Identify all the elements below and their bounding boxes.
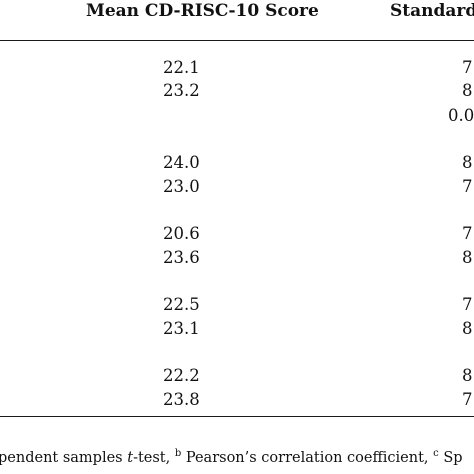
table-cell-mean: 23.2 [163,81,200,100]
table-footnote: pendent samples t-test, b Pearson’s corr… [0,448,463,468]
table-cell-mean: 23.6 [163,248,200,267]
table-cell-sd: 8 [462,81,473,100]
table-cell-sd: 7 [462,295,473,314]
column-header-mean-score: Mean CD-RISC-10 Score [86,1,319,21]
footnote-text: Pearson’s correlation coefficient, [181,450,434,466]
table-cell-sd: 8 [462,153,473,172]
footnote-text: Sp [438,450,463,466]
table-cell-mean: 23.1 [163,319,200,338]
table-cell-sd: 8 [462,319,473,338]
table-cell-sd: 8 [462,366,473,385]
table-cell-mean: 22.2 [163,366,200,385]
footnote-marker-c: c [433,448,439,459]
table-cell-sd: 8 [462,248,473,267]
column-header-standard-deviation: Standard [390,1,474,21]
footnote-marker-b: b [174,448,182,459]
footnote-text: -test, [133,450,175,466]
table-cell-mean: 20.6 [163,224,200,243]
footnote-text: pendent samples [0,450,128,466]
table-cell-sd: 7 [462,177,473,196]
table-cell-sd: 7 [462,224,473,243]
table-cell-sd: 7 [462,58,473,77]
table-cell-mean: 22.5 [163,295,200,314]
table-cell-p-value: 0.0 [448,106,474,125]
table-cell-sd: 7 [462,390,473,409]
table-bottom-rule [0,416,474,417]
table-cell-mean: 23.8 [163,390,200,409]
table-cell-mean: 24.0 [163,153,200,172]
footnote-t-italic: t [127,450,134,466]
table-cell-mean: 22.1 [163,58,200,77]
table-top-rule [0,40,474,41]
table-cell-mean: 23.0 [163,177,200,196]
